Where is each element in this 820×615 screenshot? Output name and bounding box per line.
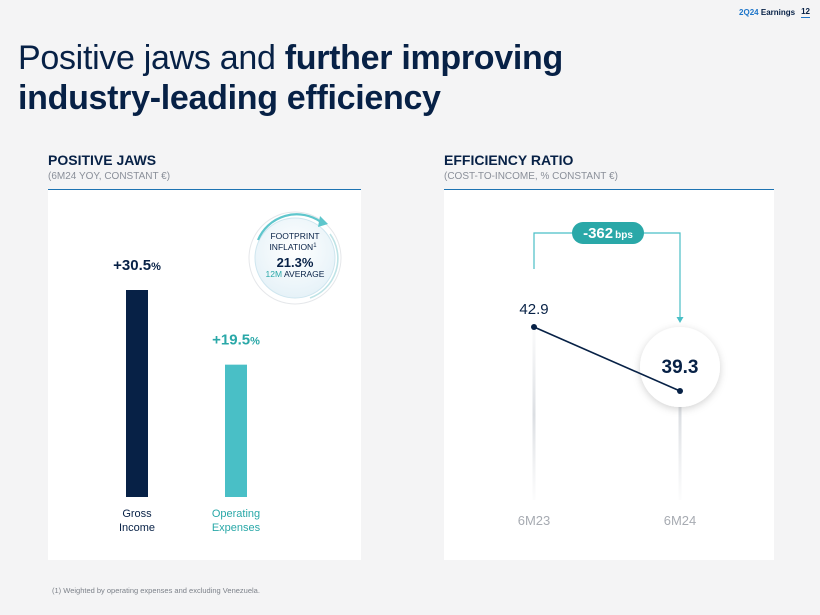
right-section-subtitle: (COST-TO-INCOME, % CONSTANT €) — [444, 171, 618, 182]
title-bold-1: further improving — [284, 39, 564, 77]
stem-2 — [678, 330, 682, 500]
change-pill — [572, 222, 644, 244]
right-section-rule — [444, 189, 774, 191]
bar-2 — [225, 364, 247, 497]
data-point-1 — [531, 324, 537, 330]
right-section-title: EFFICIENCY RATIO — [444, 152, 574, 168]
stem-1 — [532, 330, 536, 500]
bar-value-label-2: +19.5% — [212, 332, 260, 349]
change-bracket — [533, 232, 681, 319]
badge-value: 21.3% — [277, 255, 314, 270]
jaws-panel: FOOTPRINT INFLATION1 21.3% 12M AVERAGE +… — [48, 190, 361, 560]
x-label-2: 6M24 — [664, 513, 697, 528]
page-number: 12 — [801, 7, 810, 18]
badge-arc-2 — [309, 233, 339, 299]
bar-value-label-1: +30.5% — [113, 257, 161, 274]
badge-line1: FOOTPRINT — [270, 231, 319, 241]
data-point-2 — [677, 388, 683, 394]
left-section-subtitle: (6M24 YOY, CONSTANT €) — [48, 171, 171, 182]
title-bold-2: industry-leading efficiency — [18, 79, 441, 117]
bar-category-label-2-1: Operating — [212, 508, 260, 520]
left-section-rule — [48, 189, 361, 191]
bar-category-label-2-2: Expenses — [212, 522, 261, 534]
x-label-1: 6M23 — [518, 513, 551, 528]
efficiency-line — [533, 326, 681, 392]
left-section-title: POSITIVE JAWS — [48, 152, 157, 168]
badge-average: 12M AVERAGE — [266, 269, 325, 279]
title-light: Positive jaws and — [18, 39, 285, 77]
bar-category-label-1-1: Gross — [122, 508, 152, 520]
badge-line2: INFLATION1 — [269, 242, 317, 252]
bar-1 — [126, 290, 148, 497]
badge-arrow-icon — [318, 216, 328, 227]
value-label-1: 42.9 — [519, 301, 548, 318]
highlight-circle — [640, 327, 720, 407]
efficiency-line-chart: -362 bps 42.9 39.3 6M23 6M24 — [518, 222, 720, 528]
footnote: (1) Weighted by operating expenses and e… — [52, 586, 260, 595]
badge-arc — [256, 213, 322, 241]
page-header: 2Q24 Earnings 12 — [739, 7, 810, 18]
jaws-bar-chart: FOOTPRINT INFLATION1 21.3% 12M AVERAGE +… — [113, 211, 342, 534]
report-tag: 2Q24 Earnings — [739, 8, 796, 17]
change-label: -362 bps — [583, 225, 633, 242]
page-title: Positive jaws and further improving indu… — [18, 38, 563, 118]
efficiency-panel: -362 bps 42.9 39.3 6M23 6M24 — [444, 190, 774, 560]
change-arrow-icon — [676, 317, 684, 323]
bar-category-label-1-2: Income — [119, 522, 155, 534]
value-label-2: 39.3 — [662, 357, 699, 378]
inflation-badge: FOOTPRINT INFLATION1 21.3% 12M AVERAGE — [248, 211, 342, 305]
